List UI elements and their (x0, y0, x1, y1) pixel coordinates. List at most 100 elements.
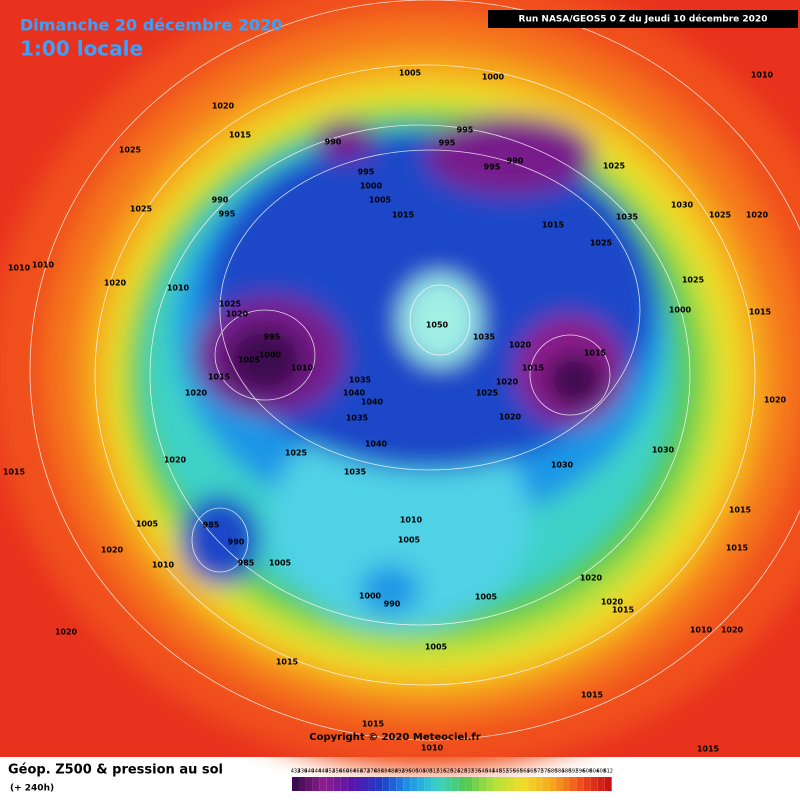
scale-swatch (583, 777, 591, 791)
pressure-label: 995 (457, 126, 474, 135)
scale-label: 516 (437, 769, 447, 775)
pressure-label: 1020 (226, 310, 249, 319)
scale-label: 472 (360, 769, 370, 775)
pressure-label: 1020 (496, 378, 519, 387)
pressure-label: 1025 (590, 239, 613, 248)
scale-swatch (535, 777, 543, 791)
pressure-labels: 1005 1000 10101020101510259959959909909959… (3, 69, 787, 754)
scale-label: 572 (534, 769, 544, 775)
scale-swatch (424, 777, 431, 791)
pressure-label: 1025 (119, 146, 142, 155)
pressure-label: 1010 (400, 516, 423, 525)
scale-label: 508 (423, 769, 433, 775)
scale-label: 536 (471, 769, 481, 775)
pressure-label: 1040 (361, 398, 384, 407)
pressure-label: 1005 (399, 69, 422, 78)
scale-label: 576 (541, 769, 551, 775)
scale-label: 480 (374, 769, 384, 775)
scale-label: 552 (499, 769, 509, 775)
pressure-label: 1005 (425, 643, 448, 652)
pressure-label: 990 (507, 157, 524, 166)
footer-title: Géop. Z500 & pression au sol (8, 763, 223, 778)
pressure-label: 985 (238, 559, 255, 568)
pressure-label: 995 (264, 333, 281, 342)
pressure-label: 1020 (601, 598, 624, 607)
scale-label: 468 (353, 769, 363, 775)
scale-label: 484 (381, 769, 391, 775)
scale-swatch (500, 777, 508, 791)
scale-swatch (298, 777, 306, 791)
pressure-label: 985 (203, 521, 220, 530)
pressure-label: 995 (358, 168, 375, 177)
scale-swatch (319, 777, 327, 791)
pressure-label: 1050 (426, 321, 449, 330)
pressure-label: 990 (384, 600, 401, 609)
pressure-label: 1020 (185, 389, 208, 398)
pressure-label: 1015 (612, 606, 635, 615)
pressure-label: 1035 (616, 213, 639, 222)
pressure-label: 1005 (269, 559, 292, 568)
pressure-label: 1010 (751, 71, 774, 80)
scale-swatch (410, 777, 418, 791)
scale-label: 524 (451, 769, 461, 775)
scale-swatch (486, 777, 494, 791)
pressure-label: 1025 (709, 211, 732, 220)
pressure-label: 1020 (764, 396, 787, 405)
scale-swatch (521, 777, 529, 791)
scale-swatch (368, 777, 376, 791)
pressure-label: 1020 (104, 279, 127, 288)
scale-swatch (576, 777, 584, 791)
pressure-label: 1010 (690, 626, 713, 635)
pressure-label: 1015 (522, 364, 545, 373)
scale-swatch (597, 777, 605, 791)
scale-label: 460 (339, 769, 349, 775)
scale-swatch (604, 777, 612, 791)
pressure-label: 1030 (551, 461, 574, 470)
pressure-label: 990 (325, 138, 342, 147)
scale-swatch (326, 777, 334, 791)
scale-label: 464 (346, 769, 356, 775)
lead-time: (+ 240h) (10, 784, 54, 794)
pressure-label: 995 (219, 210, 236, 219)
scale-label: 596 (576, 769, 586, 775)
pressure-label: 1015 (229, 131, 252, 140)
pressure-label: 1015 (392, 211, 415, 220)
run-info: Run NASA/GEOS5 0 Z du Jeudi 10 décembre … (519, 14, 768, 25)
pressure-label: 1005 (475, 593, 498, 602)
pressure-label: 990 (228, 538, 245, 547)
scale-swatch (542, 777, 550, 791)
scale-label: 564 (520, 769, 530, 775)
pressure-label: 1020 (212, 102, 235, 111)
pressure-label: 1035 (344, 468, 367, 477)
copyright: Copyright © 2020 Meteociel.fr (309, 732, 480, 743)
pressure-label: 1025 (603, 162, 626, 171)
pressure-label: 1040 (343, 389, 366, 398)
pressure-label: 1020 (721, 626, 744, 635)
scale-label: 556 (506, 769, 516, 775)
scale-swatch (312, 777, 320, 791)
scale-label: 540 (478, 769, 488, 775)
pressure-label: 1000 (259, 351, 282, 360)
pressure-label: 1020 (101, 546, 124, 555)
scale-label: 520 (444, 769, 454, 775)
scale-label: 452 (325, 769, 335, 775)
scale-swatch (340, 777, 348, 791)
pressure-label: 1020 (55, 628, 78, 637)
scale-label: 544 (485, 769, 495, 775)
pressure-label: 1040 (365, 440, 388, 449)
pressure-label: 1020 (509, 341, 532, 350)
scale-label: 436 (298, 769, 308, 775)
scale-label: 612 (603, 769, 613, 775)
pressure-label: 995 (439, 139, 456, 148)
scale-swatch (389, 777, 397, 791)
scale-swatch (354, 777, 362, 791)
pressure-label: 1020 (580, 574, 603, 583)
pressure-label: 1025 (219, 300, 242, 309)
pressure-label: 1010 (8, 264, 31, 273)
scale-swatch (347, 777, 355, 791)
scale-label: 584 (555, 769, 565, 775)
scale-label: 568 (527, 769, 537, 775)
color-scale: 4324364404444484524564604644684724764804… (291, 769, 613, 791)
pressure-label: 1025 (476, 389, 499, 398)
pressure-label: 1015 (3, 468, 26, 477)
